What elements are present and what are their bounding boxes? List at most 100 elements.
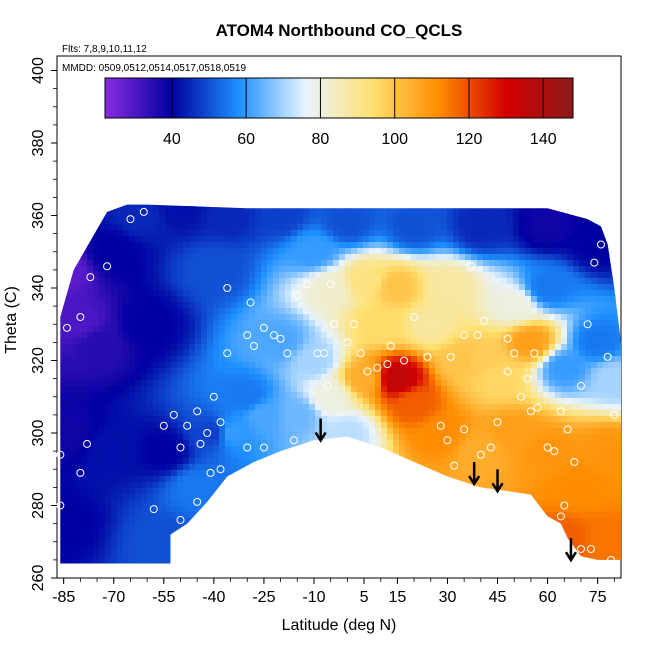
field-cell [249,272,256,279]
field-cell [60,272,64,279]
field-cell [159,386,166,393]
field-cell [225,542,232,549]
field-cell [177,368,184,375]
field-cell [267,368,274,375]
field-cell [411,230,418,237]
field-cell [339,542,346,549]
field-cell [177,566,184,573]
field-cell [201,404,208,411]
field-cell [321,326,328,333]
field-cell [111,506,118,513]
field-cell [375,272,382,279]
field-cell [60,434,64,441]
field-cell [501,434,508,441]
field-cell [501,218,508,225]
field-cell [297,326,304,333]
field-cell [135,194,142,201]
field-cell [429,242,436,249]
field-cell [60,542,64,549]
field-cell [387,446,394,453]
field-cell [321,374,328,381]
field-cell [459,224,466,231]
field-cell [507,428,514,435]
field-cell [333,242,340,249]
field-cell [333,356,340,363]
field-cell [159,488,166,495]
field-cell [261,422,268,429]
field-cell [201,476,208,483]
field-cell [447,338,454,345]
field-cell [69,482,76,489]
field-cell [225,476,232,483]
field-cell [483,416,490,423]
field-cell [63,548,70,555]
field-cell [519,506,526,513]
field-cell [87,212,94,219]
field-cell [255,308,262,315]
field-cell [165,410,172,417]
field-cell [231,218,238,225]
field-cell [267,206,274,213]
field-cell [171,530,178,537]
field-cell [513,554,520,561]
field-cell [495,398,502,405]
field-cell [231,308,238,315]
field-cell [255,434,262,441]
field-cell [357,452,364,459]
field-cell [171,326,178,333]
field-cell [201,488,208,495]
field-cell [459,356,466,363]
field-cell [297,314,304,321]
field-cell [189,332,196,339]
field-cell [237,506,244,513]
field-cell [423,428,430,435]
field-cell [471,206,478,213]
field-cell [387,530,394,537]
field-cell [417,458,424,465]
field-cell [153,380,160,387]
field-cell [243,230,250,237]
field-cell [213,440,220,447]
field-cell [345,236,352,243]
field-cell [405,506,412,513]
field-cell [141,320,148,327]
field-cell [87,506,94,513]
field-cell [423,248,430,255]
field-cell [147,290,154,297]
field-cell [147,542,154,549]
field-cell [117,278,124,285]
field-cell [417,302,424,309]
field-cell [141,458,148,465]
field-cell [321,284,328,291]
field-cell [393,308,400,315]
field-cell [135,248,142,255]
field-cell [297,242,304,249]
field-cell [195,542,202,549]
field-cell [423,494,430,501]
field-cell [447,530,454,537]
field-cell [129,488,136,495]
field-cell [201,204,208,207]
field-cell [183,476,190,483]
field-cell [303,320,310,327]
field-cell [159,458,166,465]
field-cell [465,536,472,543]
field-cell [303,254,310,261]
field-cell [519,284,526,291]
field-cell [93,206,100,213]
field-cell [453,320,460,327]
field-cell [429,338,436,345]
field-cell [405,482,412,489]
field-cell [459,410,466,417]
field-cell [111,224,118,231]
field-cell [375,530,382,537]
field-cell [165,356,172,363]
field-cell [267,464,274,471]
field-cell [75,302,82,309]
field-cell [69,434,76,441]
field-cell [387,236,394,243]
field-cell [93,194,100,201]
field-cell [267,446,274,453]
field-cell [333,380,340,387]
field-cell [99,326,106,333]
